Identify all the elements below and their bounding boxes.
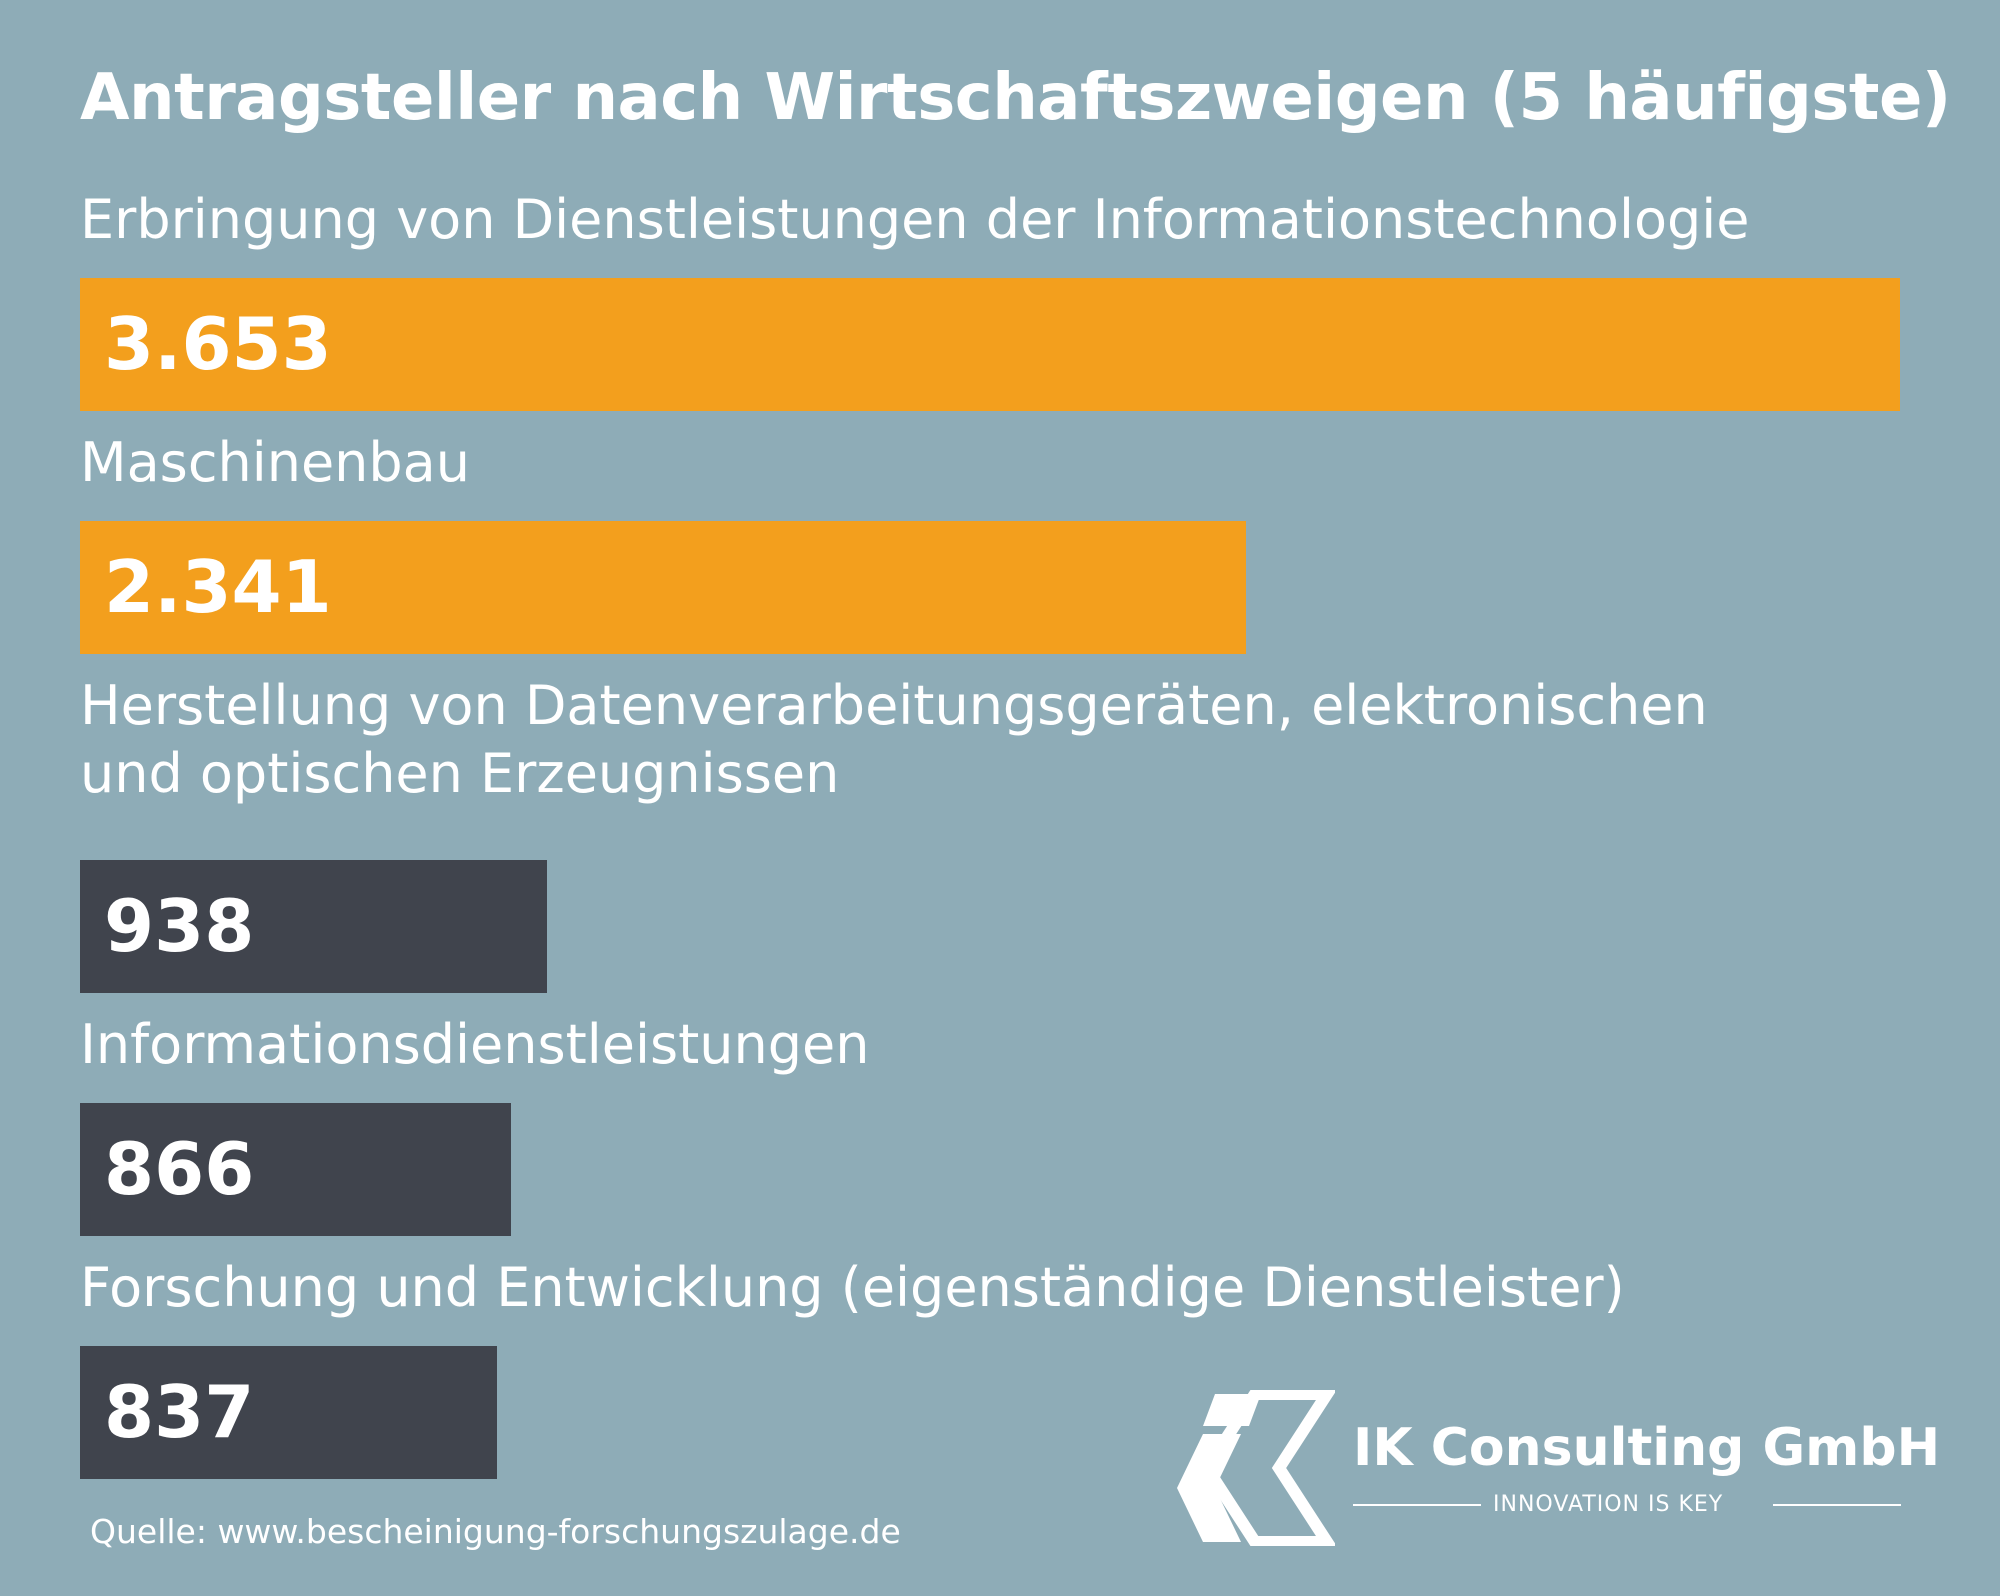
bar-value-label: 938 [104,884,255,968]
company-logo: IK Consulting GmbH INNOVATION IS KEY [1175,1390,1940,1550]
category-label: Erbringung von Dienstleistungen der Info… [80,188,1750,251]
category-label: und optischen Erzeugnissen [80,742,840,805]
category-label: Maschinenbau [80,431,470,494]
category-label: Herstellung von Datenverarbeitungsgeräte… [80,674,1708,737]
logo-company-name: IK Consulting GmbH [1353,1418,1941,1478]
source-note: Quelle: www.bescheinigung-forschungszula… [90,1512,901,1551]
bar: 866 [80,1103,511,1236]
chart-title: Antragsteller nach Wirtschaftszweigen (5… [80,61,1951,135]
tagline-rule-left [1353,1504,1481,1506]
bar-value-label: 2.341 [104,545,332,629]
logo-tagline: INNOVATION IS KEY [1493,1492,1724,1517]
ik-logo-mark-icon [1177,1390,1335,1546]
bar: 2.341 [80,521,1246,654]
bar-value-label: 837 [104,1370,255,1454]
tagline-rule-right [1773,1504,1901,1506]
bar: 837 [80,1346,497,1479]
bar-value-label: 866 [104,1127,255,1211]
bar: 938 [80,860,547,993]
category-label: Forschung und Entwicklung (eigenständige… [80,1256,1625,1319]
category-label: Informationsdienstleistungen [80,1013,870,1076]
bar: 3.653 [80,278,1900,411]
bar-value-label: 3.653 [104,302,332,386]
logo-tagline-row: INNOVATION IS KEY [1353,1490,1903,1520]
